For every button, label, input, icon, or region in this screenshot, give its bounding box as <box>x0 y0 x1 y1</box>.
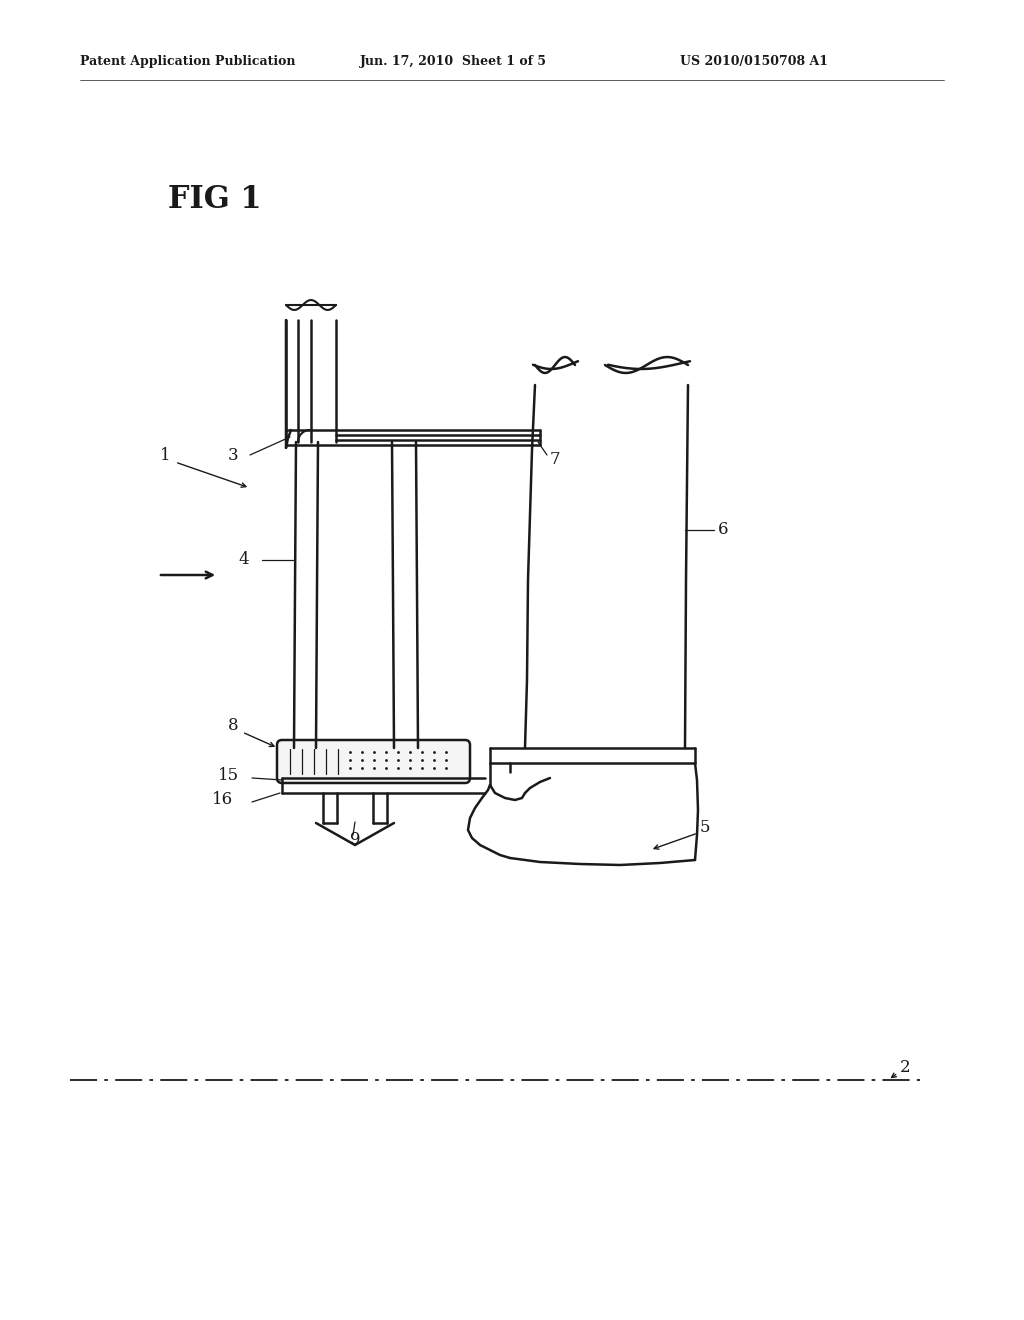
Text: 8: 8 <box>228 717 239 734</box>
Text: FIG 1: FIG 1 <box>168 185 261 215</box>
Text: 3: 3 <box>228 446 239 463</box>
Text: 16: 16 <box>212 792 233 808</box>
Text: 5: 5 <box>700 820 711 837</box>
Text: 4: 4 <box>238 552 249 569</box>
Text: Patent Application Publication: Patent Application Publication <box>80 55 296 69</box>
FancyBboxPatch shape <box>278 741 470 783</box>
Text: 9: 9 <box>350 832 360 849</box>
Text: 1: 1 <box>160 446 171 463</box>
Text: US 2010/0150708 A1: US 2010/0150708 A1 <box>680 55 828 69</box>
Text: 7: 7 <box>550 451 560 469</box>
Text: 2: 2 <box>900 1060 910 1077</box>
Text: 15: 15 <box>218 767 240 784</box>
Text: 6: 6 <box>718 521 728 539</box>
Text: Jun. 17, 2010  Sheet 1 of 5: Jun. 17, 2010 Sheet 1 of 5 <box>360 55 547 69</box>
